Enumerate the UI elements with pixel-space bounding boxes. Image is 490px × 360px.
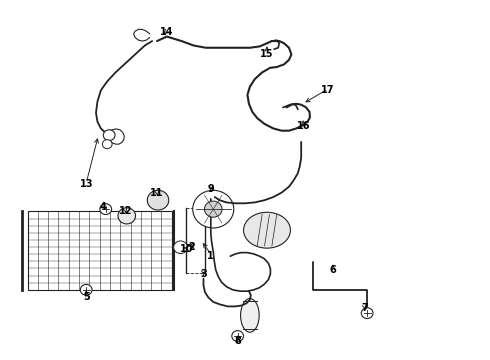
Ellipse shape [244,212,291,248]
Circle shape [103,130,115,140]
Circle shape [100,204,112,215]
Text: 4: 4 [100,202,107,212]
Text: 17: 17 [321,85,335,95]
Text: 1: 1 [207,251,214,261]
Circle shape [118,208,136,224]
Circle shape [80,284,92,295]
Text: 15: 15 [260,49,274,59]
Text: 10: 10 [180,244,193,255]
Circle shape [204,201,222,217]
Circle shape [232,330,244,341]
Text: 7: 7 [361,303,368,313]
Circle shape [173,241,187,253]
Text: 6: 6 [330,265,336,275]
Circle shape [102,140,112,149]
Bar [27,211,172,290]
Text: 5: 5 [83,292,90,302]
Ellipse shape [241,298,259,332]
Text: 8: 8 [234,336,241,346]
Text: 9: 9 [207,184,214,194]
Text: 16: 16 [297,121,310,131]
Text: 14: 14 [160,27,173,37]
Text: 13: 13 [79,180,93,189]
Circle shape [193,190,234,228]
Circle shape [147,190,169,210]
Text: 2: 2 [188,242,195,252]
Text: 3: 3 [200,269,207,279]
Text: 11: 11 [150,188,164,198]
Circle shape [361,308,373,319]
Text: 12: 12 [119,206,132,216]
